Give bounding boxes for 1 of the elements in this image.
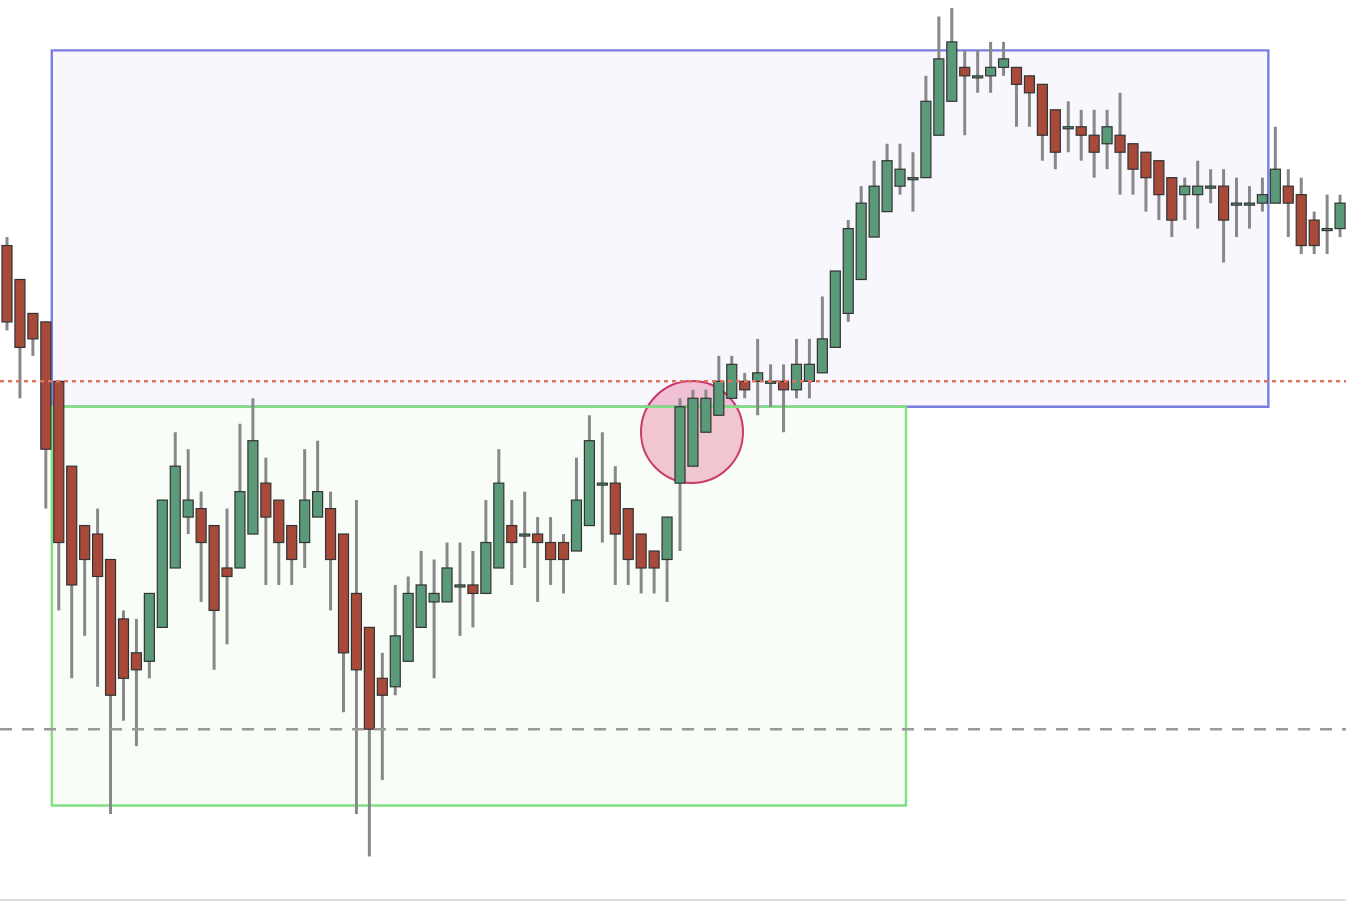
candlestick — [752, 337, 764, 417]
